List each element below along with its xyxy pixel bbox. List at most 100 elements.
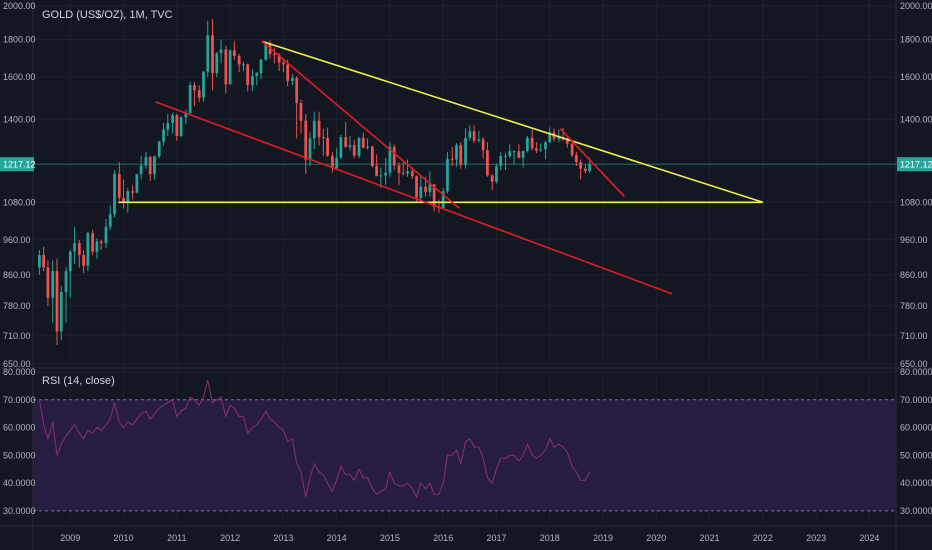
candle-body <box>255 73 259 77</box>
candle-body <box>148 156 152 175</box>
candle-body <box>157 141 161 157</box>
x-tick-label: 2019 <box>593 533 613 543</box>
rsi-series <box>38 380 591 499</box>
candle-body <box>304 120 308 160</box>
candle-body <box>295 78 299 103</box>
candle-body <box>64 271 68 292</box>
candle-body <box>504 155 507 157</box>
candle-body <box>348 145 352 147</box>
candle-body <box>450 158 454 160</box>
candle-body <box>162 129 165 142</box>
candle-body <box>113 174 116 215</box>
rsi-tick-label-left: 70.0000 <box>3 395 36 405</box>
candle-body <box>512 151 516 153</box>
last-price-tag-left-label: 1217.12 <box>3 160 36 170</box>
y-tick-label-left: 2000.00 <box>3 1 36 11</box>
candle-body <box>468 131 472 138</box>
y-tick-label-left: 710.00 <box>3 331 31 341</box>
rsi-tick-label-left: 50.0000 <box>3 450 36 460</box>
x-tick-label: 2017 <box>486 533 506 543</box>
candle-body <box>299 102 303 121</box>
candle-body <box>401 172 405 174</box>
y-tick-label-right: 650.00 <box>900 359 928 369</box>
rsi-tick-label-right: 40.0000 <box>900 478 932 488</box>
candle-body <box>42 255 46 268</box>
candle-body <box>38 255 41 268</box>
rsi-tick-label-right: 70.0000 <box>900 395 932 405</box>
x-tick-label: 2010 <box>114 533 134 543</box>
candle-body <box>432 184 436 207</box>
candle-body <box>291 78 294 82</box>
candle-body <box>579 162 583 169</box>
last-price-tag-right <box>897 157 932 172</box>
candle-body <box>361 137 365 148</box>
red-trendline <box>559 128 625 197</box>
candle-body <box>486 150 489 176</box>
candle-body <box>139 165 143 175</box>
candle-body <box>499 156 503 167</box>
candle-body <box>246 64 250 86</box>
candle-body <box>219 49 223 54</box>
candle-body <box>232 50 236 56</box>
y-tick-label-left: 860.00 <box>3 270 31 280</box>
candle-body <box>379 175 383 177</box>
candle-body <box>406 171 409 174</box>
x-tick-label: 2012 <box>220 533 240 543</box>
candle-body <box>544 142 547 150</box>
candle-body <box>104 226 108 244</box>
candle-body <box>171 115 174 124</box>
candle-body <box>535 148 538 151</box>
candle-body <box>215 53 219 74</box>
candle-body <box>188 85 192 113</box>
candle-body <box>565 139 569 144</box>
trendlines <box>118 40 764 295</box>
red-trendline <box>261 40 460 209</box>
rsi-band-fill <box>33 399 896 511</box>
rsi-tick-label-left: 80.0000 <box>3 367 36 377</box>
candle-body <box>135 174 139 193</box>
y-tick-label-left: 1400.00 <box>3 115 36 125</box>
candle-body <box>464 137 467 165</box>
candle-body <box>55 271 59 332</box>
rsi-band <box>33 399 896 512</box>
candle-body <box>446 158 449 192</box>
candle-body <box>490 175 494 182</box>
candle-body <box>366 146 369 148</box>
candle-body <box>86 233 90 266</box>
candle-body <box>570 143 574 156</box>
candle-body <box>525 137 529 151</box>
candle-body <box>375 166 378 177</box>
x-tick-label: 2009 <box>60 533 80 543</box>
candle-body <box>228 50 232 85</box>
candle-body <box>131 191 134 193</box>
candle-body <box>237 55 241 65</box>
x-tick-label: 2020 <box>646 533 666 543</box>
y-tick-label-right: 710.00 <box>900 331 928 341</box>
candle-body <box>206 35 210 72</box>
candle-body <box>77 243 81 256</box>
candle-body <box>144 156 148 166</box>
candle-body <box>99 241 103 244</box>
y-tick-label-right: 1080.00 <box>900 197 932 207</box>
candle-body <box>574 155 578 163</box>
y-tick-label-left: 1800.00 <box>3 35 36 45</box>
candle-body <box>392 146 396 166</box>
candle-body <box>153 156 156 175</box>
candle-body <box>441 191 445 208</box>
candle-body <box>557 137 561 139</box>
rsi-tick-label-right: 30.0000 <box>900 506 932 516</box>
yellow-trendline <box>261 40 764 204</box>
rsi-tick-label-right: 80.0000 <box>900 367 932 377</box>
candle-body <box>317 120 321 138</box>
candle-body <box>410 171 414 177</box>
rsi-tick-label-left: 30.0000 <box>3 506 36 516</box>
candle-body <box>477 139 481 141</box>
candle-body <box>277 54 281 63</box>
candle-body <box>530 137 534 149</box>
candle-body <box>82 255 85 266</box>
rsi-tick-label-right: 50.0000 <box>900 450 932 460</box>
y-tick-label-right: 1600.00 <box>900 72 932 82</box>
candle-body <box>175 115 179 136</box>
